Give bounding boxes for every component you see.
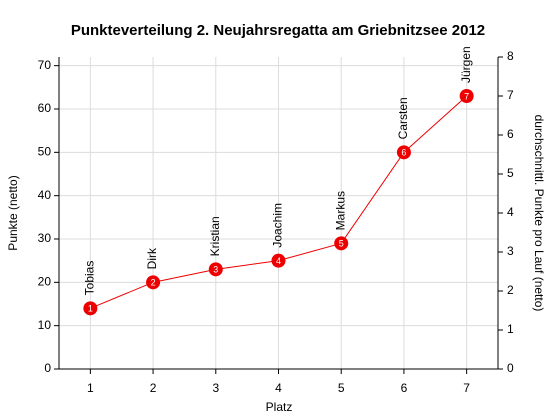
y2-tick-label: 3 bbox=[507, 244, 514, 258]
y-tick-label: 60 bbox=[38, 101, 52, 115]
point-label: Markus bbox=[333, 191, 347, 230]
x-tick-label: 7 bbox=[463, 381, 470, 395]
point-number: 2 bbox=[151, 278, 156, 288]
y2-tick-label: 5 bbox=[507, 166, 514, 180]
y2-tick-label: 1 bbox=[507, 322, 514, 336]
point-number: 5 bbox=[339, 239, 344, 249]
point-number: 4 bbox=[276, 256, 281, 266]
y2-tick-label: 0 bbox=[507, 361, 514, 375]
point-label: Carsten bbox=[396, 97, 410, 139]
chart-title: Punkteverteilung 2. Neujahrsregatta am G… bbox=[71, 22, 485, 39]
y-tick-label: 40 bbox=[38, 188, 52, 202]
x-axis-label: Platz bbox=[266, 400, 293, 414]
point-number: 7 bbox=[464, 91, 469, 101]
x-tick-label: 4 bbox=[275, 381, 282, 395]
data-point bbox=[208, 262, 223, 277]
data-point bbox=[83, 301, 98, 316]
y-tick-label: 50 bbox=[38, 145, 52, 159]
y2-tick-label: 4 bbox=[507, 205, 514, 219]
point-label: Joachim bbox=[271, 203, 285, 248]
x-tick-label: 3 bbox=[212, 381, 219, 395]
y2-tick-label: 6 bbox=[507, 127, 514, 141]
point-number: 3 bbox=[213, 265, 218, 275]
point-label: Tobias bbox=[83, 261, 97, 296]
y-tick-label: 70 bbox=[38, 58, 52, 72]
x-tick-label: 2 bbox=[150, 381, 157, 395]
y2-tick-label: 7 bbox=[507, 88, 514, 102]
data-point bbox=[334, 236, 349, 251]
y2-tick-label: 2 bbox=[507, 283, 514, 297]
y-tick-label: 20 bbox=[38, 275, 52, 289]
x-tick-label: 6 bbox=[401, 381, 408, 395]
y-tick-label: 0 bbox=[44, 361, 51, 375]
y-axis-label: Punkte (netto) bbox=[6, 175, 20, 250]
data-point bbox=[146, 275, 161, 290]
y2-tick-label: 8 bbox=[507, 49, 514, 63]
data-point bbox=[271, 253, 286, 268]
point-number: 1 bbox=[88, 304, 93, 314]
data-point bbox=[396, 145, 411, 160]
point-number: 6 bbox=[401, 148, 406, 158]
point-label: Jürgen bbox=[459, 46, 473, 83]
y2-axis-label: durchschnittl. Punkte pro Lauf (netto) bbox=[532, 115, 546, 312]
y-tick-label: 10 bbox=[38, 318, 52, 332]
x-tick-label: 5 bbox=[338, 381, 345, 395]
point-label: Dirk bbox=[145, 247, 159, 269]
x-tick-label: 1 bbox=[87, 381, 94, 395]
data-point bbox=[459, 89, 474, 103]
point-label: Kristian bbox=[208, 216, 222, 256]
y-tick-label: 30 bbox=[38, 231, 52, 245]
